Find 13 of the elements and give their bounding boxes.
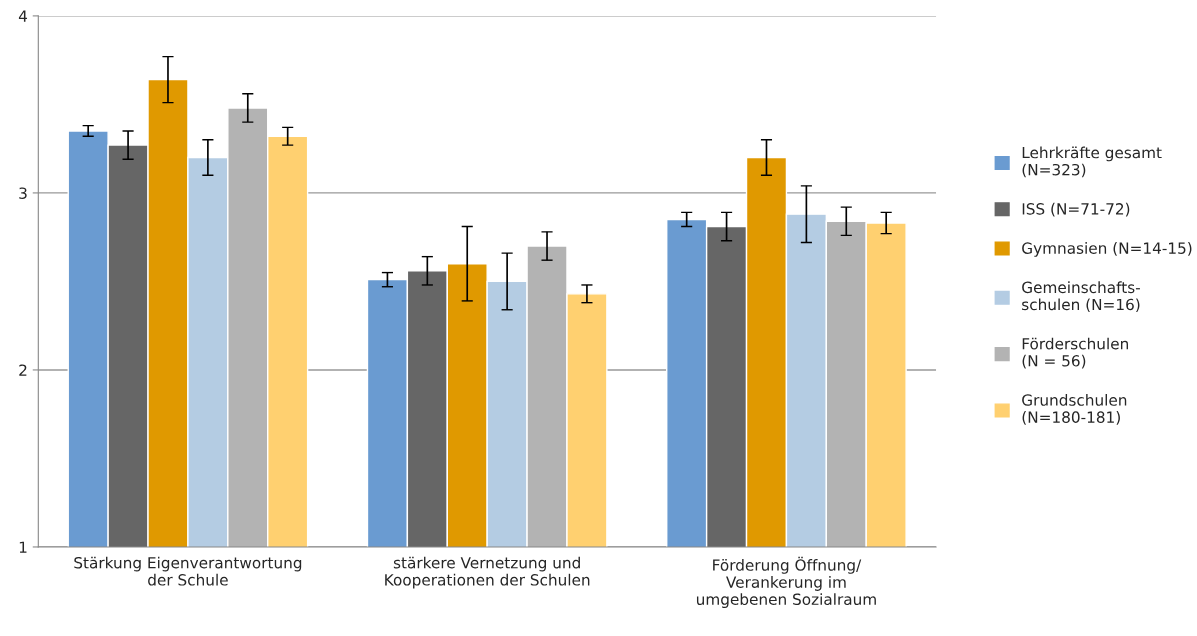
legend-label: Förderschulen (N = 56) [1022, 337, 1128, 369]
y-tick-label: 2 [19, 364, 27, 376]
x-tick-label: Förderung Öffnung/ Verankerung im umgebenen Sozialraum [696, 556, 876, 608]
legend-label: Grundschulen (N=180-181) [1022, 393, 1127, 425]
legend-label: Gemeinschafts- schulen (N=16) [1022, 281, 1140, 313]
legend-label: Gymnasien (N=14-15) [1022, 242, 1192, 257]
y-tick-label: 1 [19, 541, 27, 553]
legend-label: Lehrkräfte gesamt (N=323) [1022, 146, 1162, 178]
x-tick-label: Stärkung Eigenverantwortung der Schule [74, 556, 302, 586]
x-tick-label: stärkere Vernetzung und Kooperationen der Schulen [385, 556, 590, 589]
y-tick-label: 4 [18, 10, 28, 22]
legend-label: ISS (N=71-72) [1022, 202, 1130, 217]
y-tick-label: 3 [19, 187, 27, 199]
